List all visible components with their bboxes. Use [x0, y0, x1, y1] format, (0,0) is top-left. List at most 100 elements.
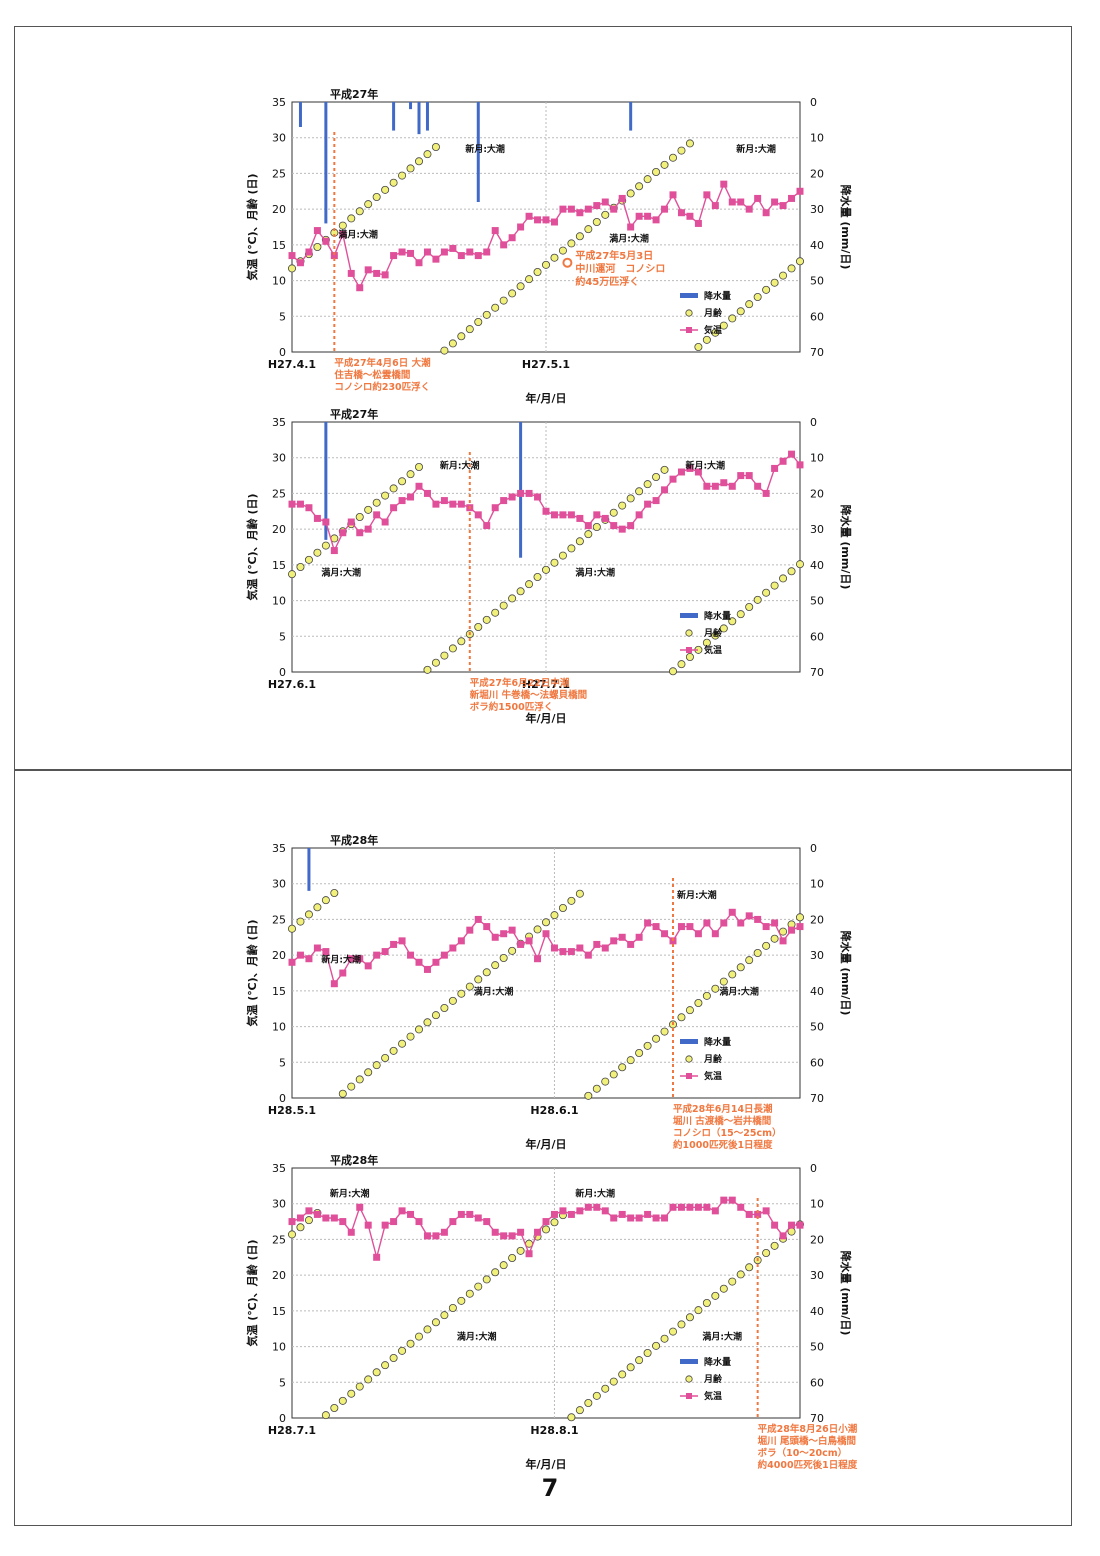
temperature-point — [390, 1218, 398, 1226]
moon-age-point — [364, 1068, 373, 1077]
temperature-point — [779, 202, 787, 210]
temperature-point — [559, 1207, 567, 1215]
temperature-point — [322, 1214, 330, 1222]
temperature-point — [559, 205, 567, 213]
moon-age-point — [728, 617, 737, 626]
moon-phase-annotation: 満月:大潮 — [719, 985, 759, 997]
chart-2-svg: 0 5 10 15 20 25 30 35 0 10 20 30 40 50 60 70 H27.6.1 H27.… — [245, 407, 853, 725]
temperature-point — [356, 1203, 364, 1211]
moon-age-point — [660, 1334, 669, 1343]
temperature-point — [398, 937, 406, 945]
temperature-point — [762, 489, 770, 497]
moon-age-point — [389, 1046, 398, 1055]
temperature-point — [711, 482, 719, 490]
y2-tick-label: 40 — [810, 985, 824, 998]
moon-age-point — [491, 608, 500, 617]
precip-bar — [476, 102, 480, 202]
y-tick-label: 25 — [272, 913, 286, 926]
moon-age-point — [406, 164, 415, 173]
temperature-point — [390, 252, 398, 260]
y-tick-label: 10 — [272, 1341, 286, 1354]
temperature-point — [534, 955, 542, 963]
moon-age-point — [660, 1027, 669, 1036]
temperature-point — [542, 930, 550, 938]
y-axis-label: 気温 (℃)、月齢 (日) — [245, 1239, 259, 1346]
moon-age-point — [770, 581, 779, 590]
y2-tick-label: 50 — [810, 595, 824, 608]
temperature-point — [677, 1203, 685, 1211]
temperature-point — [525, 937, 533, 945]
moon-age-point — [550, 911, 559, 920]
moon-age-point — [398, 477, 407, 486]
moon-age-point — [618, 1370, 627, 1379]
temperature-point — [381, 1221, 389, 1229]
temperature-point — [677, 468, 685, 476]
moon-age-point — [491, 961, 500, 970]
temperature-point — [728, 482, 736, 490]
temperature-point — [720, 180, 728, 188]
moon-age-point — [381, 1361, 390, 1370]
chart-1-svg: 0 5 10 15 20 25 30 35 0 10 20 30 40 50 60 70 H27.4.1 H27.… — [245, 87, 853, 405]
x-tick-label: H27.4.1 — [268, 358, 316, 371]
moon-age-point — [567, 544, 576, 553]
legend-moon-swatch — [685, 629, 693, 637]
y-tick-label: 25 — [272, 1233, 286, 1246]
temperature-point — [415, 482, 423, 490]
moon-age-point — [609, 1377, 618, 1386]
moon-age-point — [702, 991, 711, 1000]
temperature-point — [305, 955, 313, 963]
temperature-point — [347, 955, 355, 963]
moon-age-point — [652, 1341, 661, 1350]
temperature-point — [339, 969, 347, 977]
moon-age-point — [575, 537, 584, 546]
moon-age-point — [592, 217, 601, 226]
temperature-point — [398, 497, 406, 505]
temperature-point — [728, 908, 736, 916]
legend-temp-swatch — [686, 647, 692, 653]
y2-tick-label: 0 — [810, 416, 817, 429]
precip-bar — [425, 102, 429, 131]
temperature-point — [610, 937, 618, 945]
temperature-point — [754, 194, 762, 202]
moon-age-point — [685, 652, 694, 661]
moon-age-point — [414, 1025, 423, 1034]
y-axis-label: 気温 (℃)、月齢 (日) — [245, 919, 259, 1026]
temperature-point — [491, 933, 499, 941]
moon-age-point — [558, 551, 567, 560]
temperature-point — [627, 223, 635, 231]
moon-age-point — [609, 508, 618, 517]
temperature-point — [771, 464, 779, 472]
moon-age-point — [482, 1275, 491, 1284]
precip-bar — [629, 102, 633, 131]
temperature-point — [305, 504, 313, 512]
temperature-point — [644, 1210, 652, 1218]
y2-tick-label: 50 — [810, 275, 824, 288]
temperature-point — [661, 486, 669, 494]
temperature-point — [737, 198, 745, 206]
y2-tick-label: 30 — [810, 203, 824, 216]
moon-phase-annotation: 満月:大潮 — [702, 1330, 742, 1342]
temperature-point — [542, 507, 550, 515]
temperature-point — [356, 284, 364, 292]
chart-4-svg: 0 5 10 15 20 25 30 35 0 10 20 30 40 50 60 70 H28.7.1 H28.… — [245, 1153, 858, 1471]
temperature-point — [322, 237, 330, 245]
moon-age-point — [745, 602, 754, 611]
moon-age-point — [482, 310, 491, 319]
moon-age-point — [787, 567, 796, 576]
temperature-point — [610, 522, 618, 530]
y-tick-label: 0 — [279, 1412, 286, 1425]
moon-age-point — [533, 925, 542, 934]
temperature-point — [313, 1210, 321, 1218]
event-annotation-line: ボラ（10～20cm） — [758, 1447, 847, 1459]
moon-age-point — [414, 1332, 423, 1341]
temperature-point — [669, 475, 677, 483]
temperature-point — [449, 944, 457, 952]
y-tick-label: 10 — [272, 275, 286, 288]
moon-age-point — [288, 264, 297, 273]
temperature-point — [618, 1210, 626, 1218]
temperature-point — [313, 514, 321, 522]
temperature-point — [550, 511, 558, 519]
temperature-point — [737, 1203, 745, 1211]
event-annotation-line: 約1000匹死後1日程度 — [673, 1139, 773, 1151]
temperature-point — [686, 212, 694, 220]
